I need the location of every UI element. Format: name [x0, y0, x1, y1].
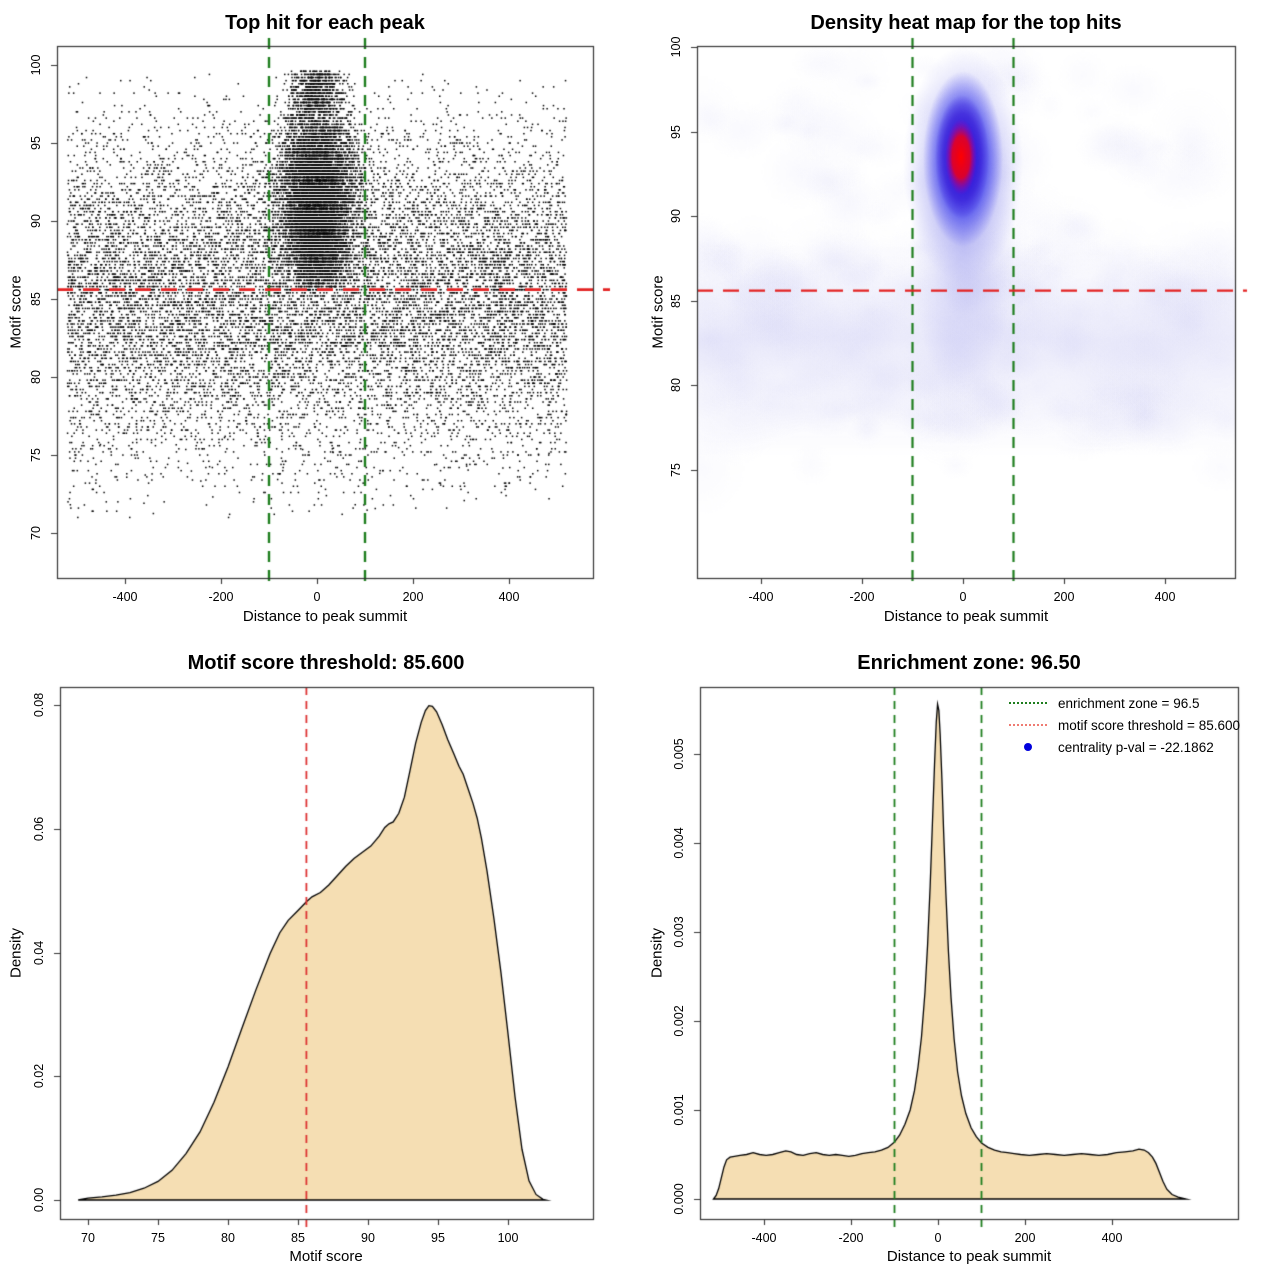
red-dotted-line-icon [1009, 724, 1047, 726]
tick-label-x-TL--400: -400 [112, 590, 138, 604]
tick-label-y-BL-0.08: 0.08 [32, 692, 46, 718]
tick-label-y-BR-0.004: 0.004 [672, 827, 686, 859]
tick-label-x-TL--200: -200 [208, 590, 234, 604]
tick-label-y-BL-0.02: 0.02 [32, 1064, 46, 1089]
tick-label-x-BL-70: 70 [81, 1231, 95, 1245]
legend: enrichment zone = 96.5 motif score thres… [1008, 692, 1240, 758]
tick-label-x-TR-0: 0 [959, 590, 967, 604]
tick-label-y-TL-95: 95 [29, 136, 43, 150]
legend-row-threshold: motif score threshold = 85.600 [1008, 714, 1240, 736]
tick-label-y-BR-0.003: 0.003 [672, 916, 686, 948]
tick-label-x-BL-95: 95 [431, 1231, 445, 1245]
tick-label-x-BL-90: 90 [361, 1231, 375, 1245]
tick-label-y-TL-90: 90 [29, 214, 43, 228]
tick-label-y-TR-80: 80 [669, 378, 683, 393]
legend-label-threshold: motif score threshold = 85.600 [1058, 717, 1240, 733]
blue-dot-icon [1024, 743, 1032, 751]
tick-label-x-BR-400: 400 [1101, 1231, 1123, 1245]
motif-density-xlabel: Motif score [289, 1248, 363, 1265]
tick-label-y-BR-0.001: 0.001 [672, 1094, 686, 1126]
tick-label-y-TL-85: 85 [29, 292, 43, 306]
legend-row-centrality: centrality p-val = -22.1862 [1008, 736, 1240, 758]
tick-label-x-TL-0: 0 [313, 590, 321, 604]
distance-density-title: Enrichment zone: 96.50 [857, 652, 1081, 674]
tick-label-y-TL-80: 80 [29, 370, 43, 384]
tick-label-y-BL-0.06: 0.06 [32, 816, 46, 841]
scatter-ylabel: Motif score [7, 275, 25, 349]
tick-label-y-BR-0.000: 0.000 [672, 1183, 686, 1215]
tick-label-y-TL-75: 75 [29, 448, 43, 462]
legend-label-centrality: centrality p-val = -22.1862 [1058, 739, 1214, 755]
motif-density-title: Motif score threshold: 85.600 [187, 652, 465, 674]
tick-label-x-BR-200: 200 [1014, 1231, 1036, 1245]
tick-label-x-BR--200: -200 [838, 1231, 864, 1245]
motif-density-ylabel: Density [7, 927, 25, 979]
heatmap-title: Density heat map for the top hits [810, 12, 1122, 34]
scatter-title: Top hit for each peak [225, 12, 425, 34]
tick-label-x-TR--400: -400 [748, 590, 774, 604]
tick-label-y-TL-100: 100 [29, 54, 43, 76]
green-dotted-line-icon [1009, 702, 1047, 704]
heatmap-xlabel: Distance to peak summit [883, 608, 1049, 625]
heatmap-ylabel: Motif score [649, 275, 667, 349]
tick-label-y-TL-70: 70 [29, 526, 43, 540]
tick-label-x-BL-75: 75 [151, 1231, 165, 1245]
distance-density-xlabel: Distance to peak summit [886, 1248, 1052, 1265]
tick-label-x-BL-85: 85 [291, 1231, 305, 1245]
scatter-xlabel: Distance to peak summit [242, 608, 408, 625]
tick-label-y-BL-0.04: 0.04 [32, 940, 46, 965]
tick-label-x-TL-400: 400 [498, 590, 520, 604]
tick-label-x-TR--200: -200 [849, 590, 875, 604]
tick-label-y-BR-0.005: 0.005 [672, 738, 686, 770]
tick-label-y-TR-100: 100 [669, 36, 683, 58]
tick-label-x-BL-100: 100 [497, 1231, 519, 1245]
tick-label-x-BR-0: 0 [934, 1231, 942, 1245]
legend-row-enrichment-zone: enrichment zone = 96.5 [1008, 692, 1240, 714]
tick-label-x-TL-200: 200 [402, 590, 424, 604]
tick-label-y-TR-95: 95 [669, 124, 683, 139]
tick-label-x-BL-80: 80 [221, 1231, 235, 1245]
legend-label-enrichment-zone: enrichment zone = 96.5 [1058, 695, 1200, 711]
tick-label-x-BR--400: -400 [751, 1231, 777, 1245]
tick-label-x-TR-200: 200 [1053, 590, 1075, 604]
tick-label-y-TR-90: 90 [669, 209, 683, 224]
tick-label-y-TR-75: 75 [669, 463, 683, 477]
tick-label-y-TR-85: 85 [669, 293, 683, 308]
tick-label-x-TR-400: 400 [1154, 590, 1176, 604]
tick-label-y-BR-0.002: 0.002 [672, 1005, 686, 1037]
tick-label-y-BL-0.00: 0.00 [32, 1187, 46, 1213]
distance-density-ylabel: Density [648, 927, 666, 979]
